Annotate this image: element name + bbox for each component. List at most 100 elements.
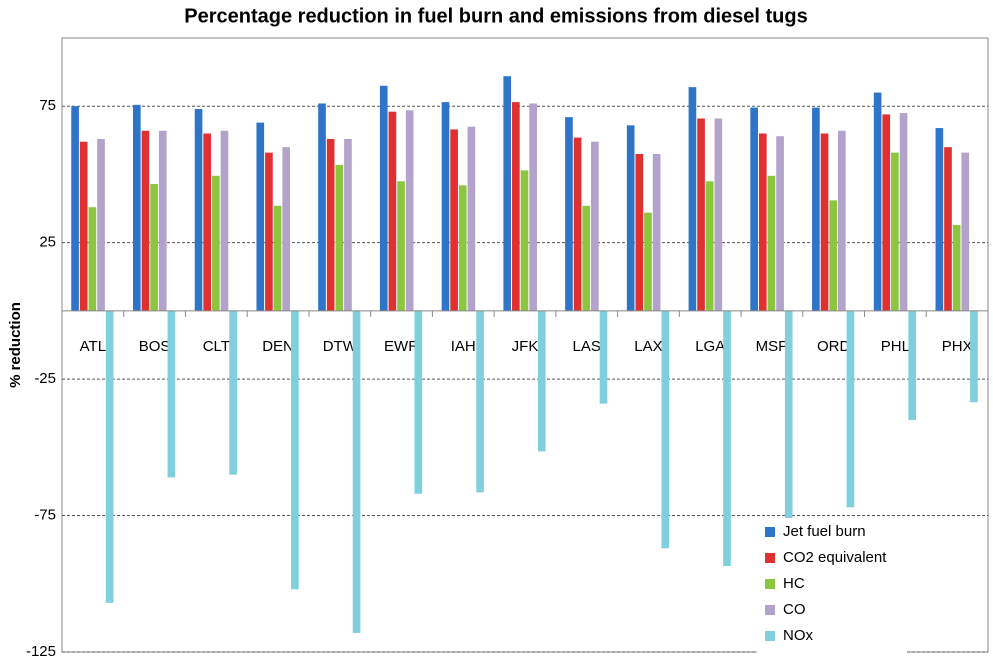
legend-label: CO [783,601,806,618]
bar [599,310,608,404]
bar [952,224,961,311]
bar [458,185,467,311]
bar [635,153,644,311]
bar [132,104,141,311]
y-tick-label: -25 [34,370,56,387]
bar [476,310,484,493]
bar [105,310,114,603]
bar [220,130,229,311]
legend-label: NOx [783,627,814,644]
bar [750,107,758,311]
bar [97,138,105,311]
x-tick-label: PHL [881,338,910,355]
bar [158,130,167,311]
x-tick-label: MSP [756,338,789,355]
bar [908,310,917,421]
bar [697,118,705,311]
y-tick-label: 25 [39,234,56,251]
bar [344,138,352,311]
bar [882,114,891,311]
bar [688,87,697,311]
y-tick-label: 75 [39,97,56,114]
bar [405,110,414,311]
bar [273,205,282,311]
bar [565,117,573,311]
bar [379,85,388,311]
bar [723,310,731,567]
bar [282,147,291,311]
bar [414,310,423,494]
bar [776,136,784,311]
bar [644,212,652,311]
y-axis-label: % reduction [7,302,24,388]
legend-swatch [765,631,775,641]
bar [388,111,397,311]
bar [591,141,599,311]
bar [318,103,326,311]
bar [335,164,344,311]
bar [873,92,882,311]
x-tick-label: IAH [451,338,476,355]
legend-label: HC [783,575,805,592]
legend-box [757,518,907,654]
bar [970,310,978,403]
bar [503,76,512,311]
x-tick-label: JFK [512,338,539,355]
bar [784,310,793,524]
bar [441,102,450,311]
bar [265,152,273,311]
bar [450,129,458,311]
bar [512,102,520,311]
bar [203,133,212,311]
bar [846,310,855,508]
bar [714,118,723,311]
bar [661,310,670,549]
bar [573,137,582,311]
bar [467,126,476,311]
legend-label: CO2 equivalent [783,549,887,566]
bar [652,153,661,311]
chart-title: Percentage reduction in fuel burn and em… [184,5,807,27]
y-tick-label: -125 [26,643,56,660]
legend-swatch [765,579,775,589]
bar [944,147,952,311]
y-tick-label: -75 [34,507,56,524]
bar [352,310,361,633]
bar [194,108,203,311]
bar [326,138,335,311]
bar [141,130,150,311]
bar [705,181,714,311]
bar [397,181,405,311]
x-tick-label: ATL [80,338,106,355]
bar [529,103,537,311]
bar [837,130,846,311]
x-tick-label: ORD [817,338,851,355]
bar [820,133,829,311]
bar [167,310,176,478]
bar [767,175,776,311]
bar [212,175,220,311]
legend-swatch [765,605,775,615]
bar [79,141,88,311]
bar [961,152,970,311]
bar [256,122,265,311]
bar [520,170,529,311]
bar [71,106,79,311]
x-tick-label: DTW [323,338,358,355]
x-tick-label: DEN [262,338,294,355]
x-tick-label: CLT [203,338,230,355]
bar [891,152,899,311]
x-tick-label: BOS [139,338,171,355]
x-tick-label: EWR [384,338,419,355]
bar [291,310,299,590]
legend-swatch [765,527,775,537]
bar [758,133,767,311]
bar [150,183,158,311]
bar [582,205,591,311]
bar [229,310,237,475]
bar [88,207,97,311]
x-tick-label: LGA [695,338,725,355]
x-tick-label: LAX [634,338,662,355]
x-tick-label: LAS [573,338,601,355]
